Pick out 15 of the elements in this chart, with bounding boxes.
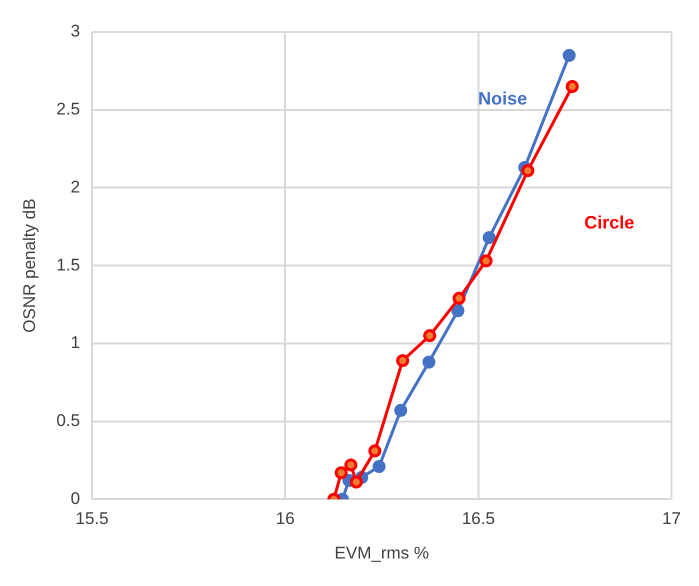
x-tick-label: 17 xyxy=(662,509,682,528)
y-tick-label: 2.5 xyxy=(56,100,80,119)
x-tick-label: 16 xyxy=(276,509,295,528)
y-tick-label: 3 xyxy=(70,22,80,41)
y-tick-label: 1.5 xyxy=(56,255,80,274)
y-tick-label: 1 xyxy=(70,333,80,352)
y-tick-label: 0.5 xyxy=(56,411,80,430)
x-axis-title: EVM_rms % xyxy=(334,543,430,562)
y-tick-label: 2 xyxy=(70,177,80,196)
x-tick-label: 15.5 xyxy=(75,509,109,528)
series-label: Noise xyxy=(478,88,528,108)
x-tick-label: 16.5 xyxy=(462,509,495,528)
y-tick-label: 0 xyxy=(70,488,80,508)
text: Circle xyxy=(584,212,634,232)
y-axis-title: OSNR penalty dB xyxy=(20,198,39,333)
